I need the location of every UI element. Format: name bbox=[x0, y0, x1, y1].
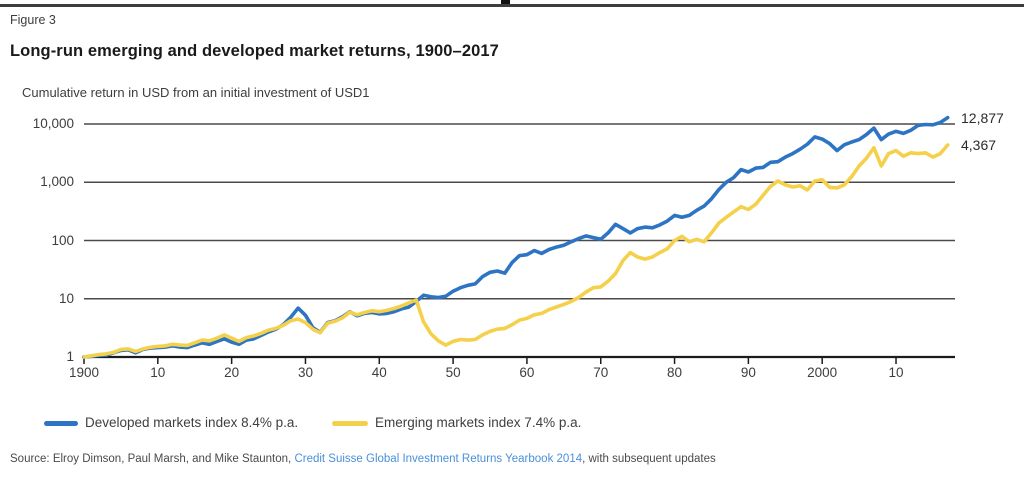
chart-subtitle: Cumulative return in USD from an initial… bbox=[22, 85, 370, 100]
source-line: Source: Elroy Dimson, Paul Marsh, and Mi… bbox=[10, 453, 716, 465]
series-line-developed-markets-index bbox=[82, 115, 950, 359]
x-axis-label-30: 30 bbox=[297, 365, 313, 380]
source-text-prefix: Source: Elroy Dimson, Paul Marsh, and Mi… bbox=[10, 453, 295, 465]
x-axis-label-40: 40 bbox=[371, 365, 387, 380]
x-axis-label-60: 60 bbox=[519, 365, 535, 380]
emerging-line-swatch-icon bbox=[332, 421, 368, 426]
x-axis-label-80: 80 bbox=[667, 365, 683, 380]
x-axis-label-2000: 2000 bbox=[807, 365, 838, 380]
y-axis-label-10: 10 bbox=[58, 290, 74, 306]
y-axis-label-1,000: 1,000 bbox=[40, 174, 74, 190]
legend-label-emerging: Emerging markets index 7.4% p.a. bbox=[375, 415, 582, 430]
figure-label: Figure 3 bbox=[10, 13, 56, 27]
source-link[interactable]: Credit Suisse Global Investment Returns … bbox=[294, 453, 583, 465]
emerging-end-value-label: 4,367 bbox=[961, 136, 997, 153]
chart-legend: Developed markets index 8.4% p.a. Emergi… bbox=[0, 414, 1024, 434]
y-axis-label-1: 1 bbox=[66, 349, 74, 364]
legend-label-developed: Developed markets index 8.4% p.a. bbox=[85, 415, 299, 430]
x-axis-label-10: 10 bbox=[150, 365, 166, 380]
cropped-page-text-fragment bbox=[501, 0, 510, 4]
developed-end-value-label: 12,877 bbox=[961, 109, 1004, 126]
chart-title: Long-run emerging and developed market r… bbox=[10, 42, 499, 60]
y-axis-label-10,000: 10,000 bbox=[32, 116, 74, 131]
top-divider-rule bbox=[0, 4, 1024, 7]
x-axis-label-70: 70 bbox=[593, 365, 609, 380]
source-text-suffix: , with subsequent updates bbox=[582, 453, 716, 465]
x-axis-label-50: 50 bbox=[445, 365, 461, 380]
developed-line-swatch-icon bbox=[44, 421, 78, 426]
y-axis-label-100: 100 bbox=[51, 232, 74, 248]
x-axis-label-90: 90 bbox=[740, 365, 756, 380]
x-axis-label-10: 10 bbox=[888, 365, 904, 380]
series-line-emerging-markets-index bbox=[82, 143, 950, 359]
x-axis-label-20: 20 bbox=[224, 365, 240, 380]
x-axis-label-1900: 1900 bbox=[68, 365, 100, 380]
